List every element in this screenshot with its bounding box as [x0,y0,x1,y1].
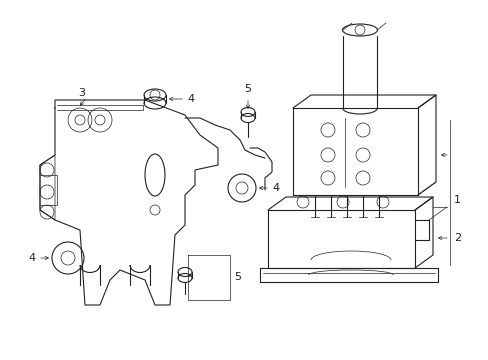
Text: 4: 4 [186,94,194,104]
Text: 5: 5 [234,272,241,282]
Text: 4: 4 [271,183,279,193]
Text: 3: 3 [79,88,85,98]
Text: 5: 5 [244,84,251,94]
Text: 1: 1 [453,195,460,205]
Text: 4: 4 [29,253,36,263]
Text: 2: 2 [453,233,460,243]
